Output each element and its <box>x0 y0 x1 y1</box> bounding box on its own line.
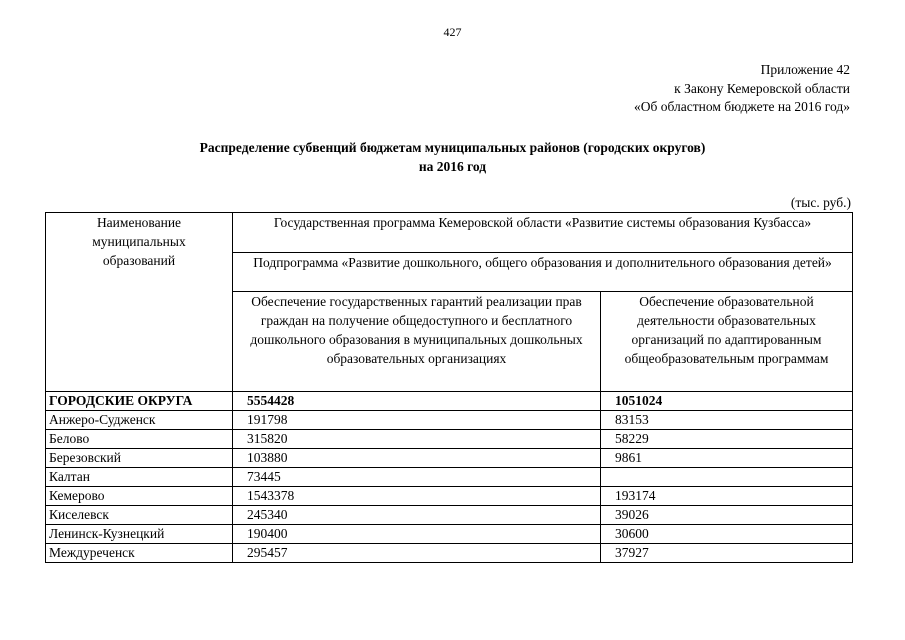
cell-municipality: Ленинск-Кузнецкий <box>45 524 233 544</box>
table-row: Ленинск-Кузнецкий 190400 30600 <box>45 524 853 544</box>
cell-preschool: 73445 <box>232 467 601 487</box>
cell-adapted <box>600 467 853 487</box>
units-label: (тыс. руб.) <box>790 195 851 210</box>
table-row: Киселевск 245340 39026 <box>45 505 853 525</box>
document-title: Распределение субвенций бюджетам муницип… <box>0 139 905 176</box>
table-row: Анжеро-Судженск 191798 83153 <box>45 410 853 430</box>
header-col-preschool: Обеспечение государственных гарантий реа… <box>232 291 601 392</box>
header-municipality: Наименование муниципальных образований <box>45 212 233 392</box>
cell-municipality: Березовский <box>45 448 233 468</box>
cell-adapted: 39026 <box>600 505 853 525</box>
table-row: Калтан 73445 <box>45 467 853 487</box>
table-row-total: ГОРОДСКИЕ ОКРУГА 5554428 1051024 <box>45 391 853 411</box>
table-row: Кемерово 1543378 193174 <box>45 486 853 506</box>
cell-preschool: 315820 <box>232 429 601 449</box>
cell-municipality: Кемерово <box>45 486 233 506</box>
table-row: Березовский 103880 9861 <box>45 448 853 468</box>
cell-adapted: 1051024 <box>600 391 853 411</box>
cell-municipality: ГОРОДСКИЕ ОКРУГА <box>45 391 233 411</box>
cell-preschool: 295457 <box>232 543 601 563</box>
cell-preschool: 190400 <box>232 524 601 544</box>
cell-municipality: Белово <box>45 429 233 449</box>
appendix-line-1: Приложение 42 <box>760 62 850 77</box>
cell-adapted: 9861 <box>600 448 853 468</box>
header-subprogram: Подпрограмма «Развитие дошкольного, обще… <box>232 252 853 292</box>
cell-municipality: Киселевск <box>45 505 233 525</box>
table-row: Белово 315820 58229 <box>45 429 853 449</box>
page-number: 427 <box>443 25 462 39</box>
cell-adapted: 83153 <box>600 410 853 430</box>
subsidies-table: Наименование муниципальных образований Г… <box>45 212 853 563</box>
cell-preschool: 5554428 <box>232 391 601 411</box>
cell-municipality: Анжеро-Судженск <box>45 410 233 430</box>
cell-preschool: 1543378 <box>232 486 601 506</box>
cell-adapted: 37927 <box>600 543 853 563</box>
cell-preschool: 245340 <box>232 505 601 525</box>
appendix-line-3: «Об областном бюджете на 2016 год» <box>634 99 850 114</box>
cell-adapted: 30600 <box>600 524 853 544</box>
cell-adapted: 58229 <box>600 429 853 449</box>
header-program: Государственная программа Кемеровской об… <box>232 212 853 253</box>
appendix-line-2: к Закону Кемеровской области <box>674 80 850 96</box>
cell-municipality: Междуреченск <box>45 543 233 563</box>
cell-adapted: 193174 <box>600 486 853 506</box>
title-line-2: на 2016 год <box>418 158 487 174</box>
title-line-1: Распределение субвенций бюджетам муницип… <box>199 140 706 155</box>
appendix-note: Приложение 42 к Закону Кемеровской облас… <box>634 61 850 117</box>
cell-preschool: 103880 <box>232 448 601 468</box>
table-row: Междуреченск 295457 37927 <box>45 543 853 563</box>
header-col-adapted: Обеспечение образовательной деятельности… <box>600 291 853 392</box>
cell-municipality: Калтан <box>45 467 233 487</box>
cell-preschool: 191798 <box>232 410 601 430</box>
